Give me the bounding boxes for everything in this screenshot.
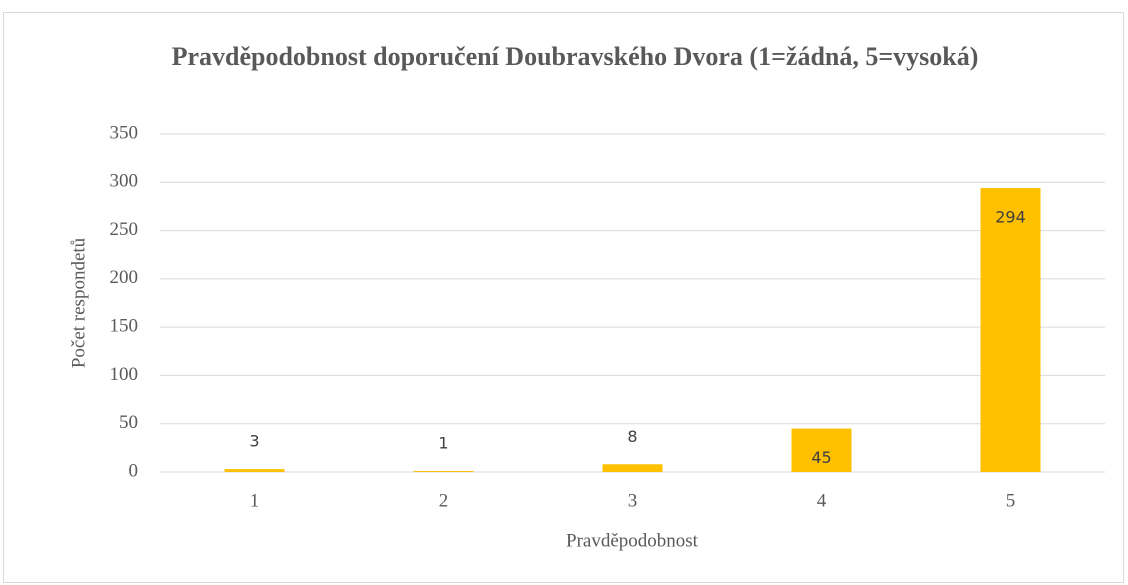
x-axis-label: Pravděpodobnost	[566, 530, 699, 551]
bar	[224, 469, 285, 472]
y-tick-label: 350	[110, 122, 139, 143]
y-tick-label: 100	[110, 364, 139, 385]
chart-border	[3, 12, 1124, 583]
y-tick-label: 250	[110, 219, 139, 240]
x-tick-label: 1	[250, 490, 260, 511]
x-tick-label: 5	[1006, 490, 1016, 511]
data-label: 294	[995, 208, 1026, 227]
x-tick-label: 4	[817, 490, 827, 511]
data-label: 45	[811, 448, 831, 467]
y-tick-label: 150	[110, 316, 139, 337]
x-tick-label: 3	[628, 490, 638, 511]
y-tick-label: 300	[110, 171, 139, 192]
chart-title: Pravděpodobnost doporučení Doubravského …	[171, 42, 979, 71]
data-label: 8	[627, 427, 637, 446]
y-axis-label: Počet respondetů	[68, 237, 89, 368]
data-label: 1	[438, 434, 448, 453]
data-label: 3	[249, 432, 259, 451]
y-tick-label: 200	[110, 267, 139, 288]
bar	[980, 188, 1041, 472]
y-tick-label: 50	[119, 412, 138, 433]
bar	[791, 428, 852, 472]
bar	[602, 464, 663, 472]
y-tick-label: 0	[129, 460, 139, 481]
bar	[413, 471, 474, 472]
x-tick-label: 2	[439, 490, 449, 511]
